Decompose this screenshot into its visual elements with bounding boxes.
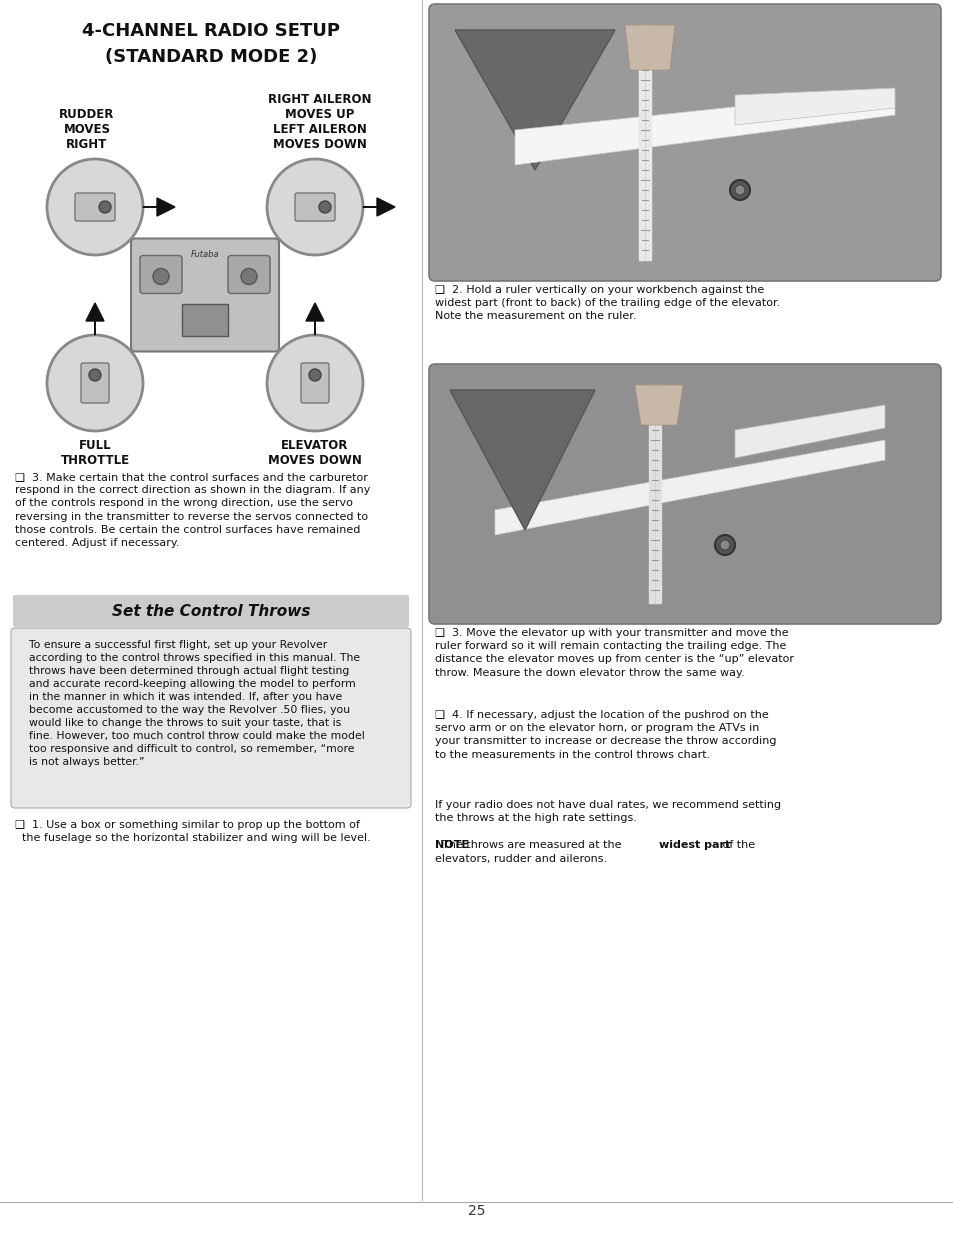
Polygon shape: [450, 390, 595, 530]
Text: RUDDER
MOVES
RIGHT: RUDDER MOVES RIGHT: [59, 107, 114, 151]
FancyArrow shape: [363, 198, 395, 216]
Circle shape: [267, 335, 363, 431]
Polygon shape: [495, 440, 884, 535]
FancyBboxPatch shape: [294, 193, 335, 221]
Circle shape: [318, 201, 331, 212]
FancyBboxPatch shape: [75, 193, 115, 221]
Polygon shape: [624, 25, 675, 70]
Polygon shape: [635, 385, 682, 425]
FancyBboxPatch shape: [140, 256, 182, 294]
Circle shape: [309, 369, 320, 382]
Circle shape: [47, 159, 143, 254]
Text: ❑  1. Use a box or something similar to prop up the bottom of
  the fuselage so : ❑ 1. Use a box or something similar to p…: [15, 820, 371, 844]
FancyBboxPatch shape: [429, 364, 940, 624]
Text: ❑  3. Move the elevator up with your transmitter and move the
ruler forward so i: ❑ 3. Move the elevator up with your tran…: [435, 629, 793, 678]
Circle shape: [47, 335, 143, 431]
Text: ❑  2. Hold a ruler vertically on your workbench against the
widest part (front t: ❑ 2. Hold a ruler vertically on your wor…: [435, 285, 780, 321]
Polygon shape: [734, 88, 894, 125]
FancyArrow shape: [306, 303, 324, 335]
FancyBboxPatch shape: [228, 256, 270, 294]
Text: To ensure a successful first flight, set up your Revolver
  according to the con: To ensure a successful first flight, set…: [22, 640, 364, 767]
Text: Set the Control Throws: Set the Control Throws: [112, 604, 310, 619]
Text: RIGHT AILERON
MOVES UP
LEFT AILERON
MOVES DOWN: RIGHT AILERON MOVES UP LEFT AILERON MOVE…: [268, 93, 372, 151]
FancyBboxPatch shape: [429, 4, 940, 282]
Circle shape: [720, 540, 729, 550]
FancyArrow shape: [143, 198, 174, 216]
Text: elevators, rudder and ailerons.: elevators, rudder and ailerons.: [435, 853, 606, 864]
Polygon shape: [455, 30, 615, 170]
Polygon shape: [515, 90, 894, 165]
FancyBboxPatch shape: [182, 304, 228, 336]
FancyArrow shape: [86, 303, 104, 335]
Text: NOTE: NOTE: [435, 840, 469, 850]
Text: 4-CHANNEL RADIO SETUP: 4-CHANNEL RADIO SETUP: [82, 22, 339, 40]
FancyBboxPatch shape: [131, 238, 278, 352]
Circle shape: [152, 268, 169, 284]
Text: FULL
THROTTLE: FULL THROTTLE: [60, 438, 130, 467]
Text: (STANDARD MODE 2): (STANDARD MODE 2): [105, 48, 316, 65]
Polygon shape: [734, 405, 884, 458]
Circle shape: [729, 180, 749, 200]
Text: Futaba: Futaba: [191, 249, 219, 259]
Text: 25: 25: [468, 1204, 485, 1218]
Circle shape: [734, 185, 744, 195]
Text: If your radio does not have dual rates, we recommend setting
the throws at the h: If your radio does not have dual rates, …: [435, 800, 781, 824]
Circle shape: [241, 268, 256, 284]
FancyBboxPatch shape: [11, 629, 411, 808]
Text: of the: of the: [719, 840, 755, 850]
Text: ELEVATOR
MOVES DOWN: ELEVATOR MOVES DOWN: [268, 438, 361, 467]
FancyBboxPatch shape: [81, 363, 109, 403]
Text: ❑  4. If necessary, adjust the location of the pushrod on the
servo arm or on th: ❑ 4. If necessary, adjust the location o…: [435, 710, 776, 760]
FancyBboxPatch shape: [13, 595, 409, 627]
Text: widest part: widest part: [659, 840, 729, 850]
Circle shape: [89, 369, 101, 382]
Text: ❑  3. Make certain that the control surfaces and the carburetor
respond in the c: ❑ 3. Make certain that the control surfa…: [15, 472, 370, 548]
Text: : The throws are measured at the: : The throws are measured at the: [435, 840, 624, 850]
FancyBboxPatch shape: [301, 363, 329, 403]
Circle shape: [267, 159, 363, 254]
Circle shape: [99, 201, 111, 212]
Circle shape: [714, 535, 734, 555]
